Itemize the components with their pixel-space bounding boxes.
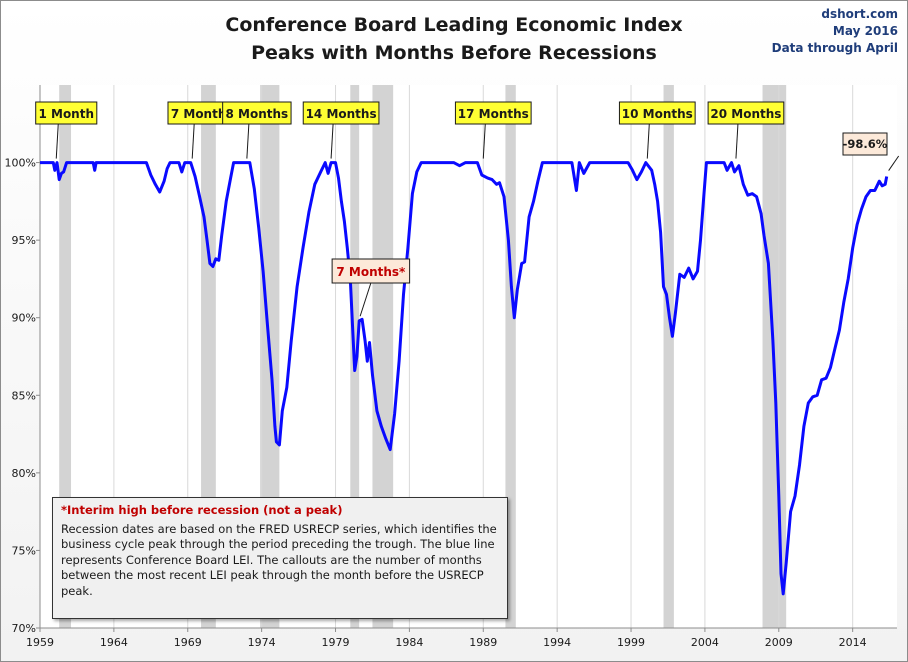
callout-box [618, 101, 696, 125]
y-tick-label: 75% [12, 544, 36, 557]
x-tick-label: 1984 [395, 636, 423, 649]
callout-leader [191, 123, 195, 159]
last-value-leader [888, 155, 900, 171]
callout-label: 1 Month [38, 107, 94, 121]
x-tick-label: 1994 [543, 636, 571, 649]
callout-label: 8 Months [226, 107, 289, 121]
y-tick-label: 95% [12, 234, 36, 247]
y-tick-label: 100% [5, 157, 36, 170]
x-tick-label: 2004 [691, 636, 719, 649]
callout-label: 10 Months [622, 107, 693, 121]
x-tick-label: 2009 [765, 636, 793, 649]
x-tick-label: 1979 [322, 636, 350, 649]
lei-line [40, 161, 889, 596]
callout-label: 20 Months [710, 107, 781, 121]
x-tick-label: 1969 [174, 636, 202, 649]
callout-box [222, 101, 292, 125]
recession-band [59, 85, 72, 628]
callout-leader [330, 123, 334, 159]
interim-callout-label: 7 Months* [336, 265, 406, 279]
x-tick-label: 1989 [469, 636, 497, 649]
interim-callout-leader [359, 282, 372, 317]
source-date: May 2016 [832, 24, 898, 38]
last-value-box [842, 132, 888, 156]
x-tick-label: 1964 [100, 636, 128, 649]
callout-label: 7 Months [171, 107, 234, 121]
callout-label: 17 Months [458, 107, 529, 121]
callout-box [454, 101, 532, 125]
interim-callout-box [331, 258, 411, 284]
source-block: dshort.com May 2016 Data through April [772, 6, 898, 57]
chart-title-line-2: Peaks with Months Before Recessions [251, 42, 657, 64]
y-tick-label: 70% [12, 622, 36, 635]
recession-band [505, 85, 516, 628]
callout-leader [646, 123, 650, 159]
callout-box [302, 101, 380, 125]
y-tick-label: 85% [12, 389, 36, 402]
callout-leader [482, 123, 486, 159]
note-heading: *Interim high before recession (not a pe… [61, 503, 343, 517]
chart-title-line-1: Conference Board Leading Economic Index [225, 14, 683, 36]
callout-leader [735, 123, 739, 159]
source-data-through: Data through April [771, 41, 898, 55]
callout-leader [55, 123, 59, 159]
recession-band [663, 85, 674, 628]
y-tick-label: 90% [12, 312, 36, 325]
x-tick-label: 2014 [839, 636, 867, 649]
x-tick-label: 1999 [617, 636, 645, 649]
callout-label: 14 Months [306, 107, 377, 121]
callout-leader [246, 123, 250, 159]
callout-box [35, 101, 98, 125]
note-box: *Interim high before recession (not a pe… [52, 497, 508, 619]
y-tick-label: 80% [12, 467, 36, 480]
recession-band [372, 85, 394, 628]
note-body: Recession dates are based on the FRED US… [61, 521, 497, 598]
source-site: dshort.com [821, 7, 898, 21]
last-value-label: -98.6% [843, 137, 888, 151]
x-tick-label: 1959 [26, 636, 54, 649]
callout-box [707, 101, 785, 125]
x-tick-label: 1974 [248, 636, 276, 649]
